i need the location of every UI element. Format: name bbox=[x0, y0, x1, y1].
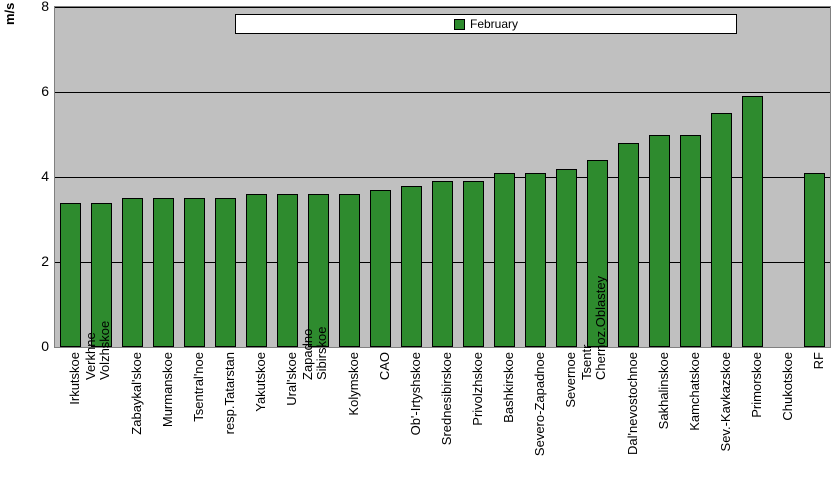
bar bbox=[742, 96, 764, 347]
xtick-label: Tsentral'noe bbox=[191, 352, 206, 422]
xtick-label: Primorskoe bbox=[749, 352, 764, 418]
bar bbox=[184, 198, 206, 347]
xtick-label: Severo-Zapadnoe bbox=[532, 352, 547, 456]
bar bbox=[463, 181, 485, 347]
xtick-label: Severnoe bbox=[563, 352, 578, 408]
bar bbox=[494, 173, 516, 347]
bar bbox=[339, 194, 361, 347]
bar bbox=[215, 198, 237, 347]
xtick-label: RF bbox=[811, 352, 826, 369]
ytick-label: 2 bbox=[41, 253, 49, 269]
xtick-label: Zabaykal'skoe bbox=[129, 352, 144, 435]
bar bbox=[804, 173, 826, 347]
xtick-label: Privolzhskoe bbox=[470, 352, 485, 426]
xtick-label: Ural'skoe bbox=[284, 352, 299, 406]
xtick-label: Irkutskoe bbox=[67, 352, 82, 405]
xtick-label: Sakhalinskoe bbox=[656, 352, 671, 429]
gridline bbox=[55, 7, 830, 8]
xtick-label: Chukotskoe bbox=[780, 352, 795, 421]
xtick-label: CAO bbox=[377, 352, 392, 380]
xtick-label: Kamchatskoe bbox=[687, 352, 702, 431]
bar bbox=[680, 135, 702, 348]
xtick-label: Kolymskoe bbox=[346, 352, 361, 416]
yaxis-title: m/s bbox=[2, 3, 17, 25]
ytick-label: 0 bbox=[41, 338, 49, 354]
xtick-label: Srednesibirskoe bbox=[439, 352, 454, 445]
xtick-label: Bashkirskoe bbox=[501, 352, 516, 423]
bar bbox=[277, 194, 299, 347]
bar bbox=[153, 198, 175, 347]
bar bbox=[401, 186, 423, 348]
legend-label: February bbox=[470, 17, 518, 31]
plot-area: February bbox=[54, 6, 831, 348]
chart-container: m/s February 0 2 4 6 8 IrkutskoeVerkhne-Volzh… bbox=[0, 0, 835, 502]
xtick-label: resp.Tatarstan bbox=[222, 352, 237, 434]
bar bbox=[370, 190, 392, 347]
legend: February bbox=[235, 14, 737, 34]
bar bbox=[556, 169, 578, 348]
xtick-label: Sev.-Kavkazskoe bbox=[718, 352, 733, 451]
ytick-label: 8 bbox=[41, 0, 49, 14]
xtick-label: Yakutskoe bbox=[253, 352, 268, 412]
bar bbox=[122, 198, 144, 347]
bar bbox=[60, 203, 82, 348]
ytick-label: 4 bbox=[41, 168, 49, 184]
legend-swatch bbox=[454, 19, 465, 30]
bar bbox=[618, 143, 640, 347]
bar bbox=[711, 113, 733, 347]
xtick-label: Murmanskoe bbox=[160, 352, 175, 427]
xtick-label: Zapadno-Sibirskoe bbox=[301, 352, 329, 380]
xtick-label: Ob'-Irtyshskoe bbox=[408, 352, 423, 435]
bar bbox=[525, 173, 547, 347]
bar bbox=[649, 135, 671, 348]
ytick-label: 6 bbox=[41, 83, 49, 99]
xtick-label: Tsentr-Chernoz.Oblastey bbox=[580, 352, 608, 380]
bar bbox=[246, 194, 268, 347]
gridline bbox=[55, 92, 830, 93]
xtick-label: Dal'nevostochnoe bbox=[625, 352, 640, 455]
bar bbox=[432, 181, 454, 347]
xtick-label: Verkhne-Volzhskoe bbox=[84, 352, 112, 380]
